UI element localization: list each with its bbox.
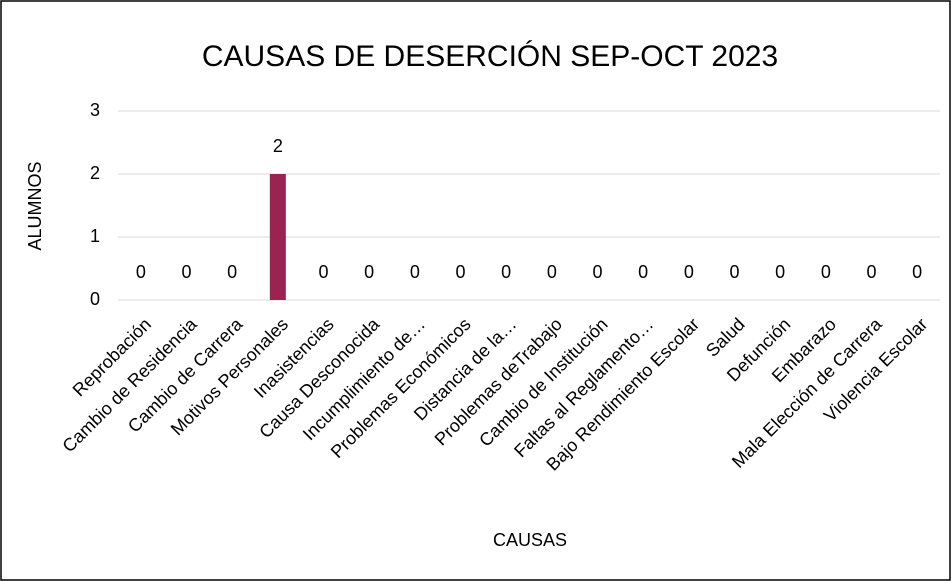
data-label: 0	[684, 262, 694, 282]
data-label: 0	[318, 262, 328, 282]
y-tick-label: 1	[90, 226, 100, 246]
data-label: 0	[501, 262, 511, 282]
data-label: 0	[821, 262, 831, 282]
chart-title: CAUSAS DE DESERCIÓN SEP-OCT 2023	[202, 40, 778, 73]
data-label: 0	[227, 262, 237, 282]
data-label: 0	[455, 262, 465, 282]
data-label: 0	[592, 262, 602, 282]
x-axis-label: CAUSAS	[493, 530, 567, 550]
data-label: 0	[866, 262, 876, 282]
data-label: 0	[364, 262, 374, 282]
y-tick-label: 0	[90, 289, 100, 309]
data-label: 0	[410, 262, 420, 282]
y-tick-label: 3	[90, 100, 100, 120]
data-label: 0	[775, 262, 785, 282]
bar	[269, 174, 286, 300]
data-label: 2	[273, 136, 283, 156]
data-label: 0	[729, 262, 739, 282]
data-label: 0	[912, 262, 922, 282]
data-label: 0	[638, 262, 648, 282]
data-label: 0	[136, 262, 146, 282]
data-label: 0	[547, 262, 557, 282]
y-axis-label: ALUMNOS	[25, 161, 45, 250]
y-tick-label: 2	[90, 163, 100, 183]
data-label: 0	[181, 262, 191, 282]
